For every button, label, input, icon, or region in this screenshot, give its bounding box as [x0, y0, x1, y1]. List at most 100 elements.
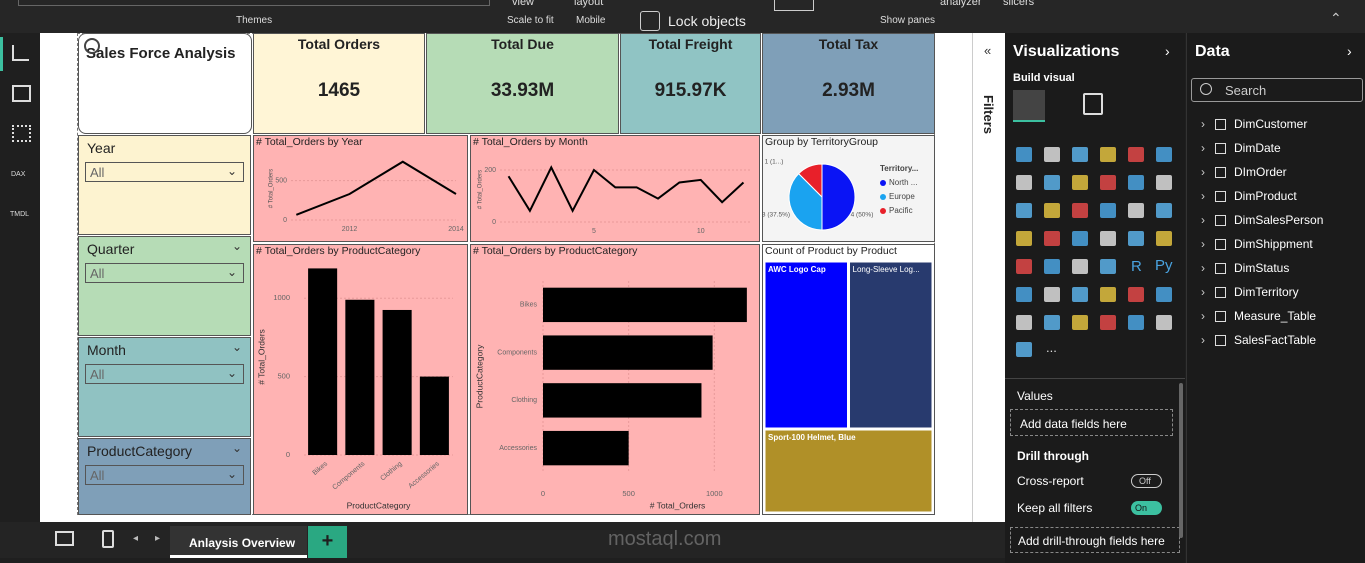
expand-chevron[interactable]: ›	[1201, 213, 1205, 227]
table-name[interactable]: DimCustomer	[1234, 117, 1308, 131]
viz-icon[interactable]	[1044, 259, 1060, 274]
format-tab[interactable]	[1083, 93, 1103, 115]
expand-chevron[interactable]: ›	[1201, 189, 1205, 203]
viz-icon[interactable]	[1100, 287, 1116, 302]
viz-icon[interactable]	[1156, 287, 1172, 302]
viz-icon[interactable]	[1044, 315, 1060, 330]
page-tab-label[interactable]: Anlaysis Overview	[189, 536, 296, 550]
viz-icon[interactable]	[1016, 315, 1032, 330]
add-page[interactable]: +	[308, 526, 347, 558]
viz-icon[interactable]	[1072, 259, 1088, 274]
table-name[interactable]: SalesFactTable	[1234, 333, 1317, 347]
ribbon-label[interactable]: layout	[574, 0, 604, 8]
filters-label[interactable]: Filters	[981, 95, 996, 135]
drop-zone[interactable]: Add data fields here	[1010, 409, 1173, 436]
ribbon-label[interactable]: Scale to fit	[507, 15, 554, 26]
expand-chevron[interactable]: ›	[1201, 237, 1205, 251]
viz-icon[interactable]	[1128, 287, 1144, 302]
ribbon-label[interactable]: Mobile	[576, 15, 606, 26]
viz-icon-text[interactable]: Py	[1155, 257, 1173, 274]
search-box[interactable]: Search	[1191, 78, 1363, 102]
slicer-chevron[interactable]: ⌄	[231, 441, 242, 455]
viz-icon[interactable]	[1072, 287, 1088, 302]
page-tab[interactable]: Anlaysis Overview	[170, 526, 307, 558]
expand-chevron[interactable]: ›	[1201, 333, 1205, 347]
viz-icon[interactable]	[1044, 231, 1060, 246]
table-name[interactable]: DimDate	[1234, 141, 1281, 155]
viz-icon[interactable]	[1016, 175, 1032, 190]
toggle-off[interactable]: Off	[1131, 474, 1162, 488]
viz-icon[interactable]	[1156, 231, 1172, 246]
viz-icon[interactable]	[1044, 147, 1060, 162]
checkbox[interactable]	[640, 11, 660, 31]
dropdown-chevron[interactable]: ⌄	[226, 467, 237, 481]
slicer-dropdown[interactable]: All ⌄	[85, 263, 244, 283]
table-name[interactable]: DimProduct	[1234, 189, 1297, 203]
viz-icon[interactable]	[1016, 342, 1032, 357]
viz-icon[interactable]	[1156, 175, 1172, 190]
slicer-chevron[interactable]: ⌄	[231, 340, 242, 354]
viz-icon-text[interactable]: ...	[1046, 340, 1057, 355]
report-view-icon[interactable]	[12, 45, 29, 61]
viz-icon[interactable]	[1128, 203, 1144, 218]
ribbon-label[interactable]: Show panes	[880, 15, 936, 26]
expand-chevron[interactable]: ›	[1201, 141, 1205, 155]
ribbon-label[interactable]: analyzer	[940, 0, 982, 8]
viz-icon[interactable]	[1100, 175, 1116, 190]
viz-icon[interactable]	[1100, 315, 1116, 330]
expand-chevron[interactable]: ›	[1201, 285, 1205, 299]
model-view-icon[interactable]	[12, 125, 31, 142]
expand-chevron[interactable]: ›	[1201, 117, 1205, 131]
expand-icon[interactable]: ›	[1165, 43, 1170, 59]
viz-icon-text[interactable]: R	[1131, 258, 1142, 275]
next-page[interactable]: ▸	[155, 533, 161, 544]
expand-icon[interactable]: ›	[1347, 43, 1352, 59]
filters-pane[interactable]: « Filters	[972, 33, 1006, 522]
viz-icon[interactable]	[1016, 259, 1032, 274]
slicer-dropdown[interactable]: All ⌄	[85, 465, 244, 485]
viz-icon[interactable]	[1044, 287, 1060, 302]
viz-icon[interactable]	[1072, 147, 1088, 162]
collapse-icon[interactable]: «	[984, 43, 992, 58]
viz-icon[interactable]	[1044, 175, 1060, 190]
collapse-ribbon[interactable]: ⌃	[1330, 10, 1342, 26]
dropdown-chevron[interactable]: ⌄	[226, 164, 237, 178]
viz-icon[interactable]	[1100, 231, 1116, 246]
dropdown-chevron[interactable]: ⌄	[226, 265, 237, 279]
viz-icon[interactable]	[1156, 147, 1172, 162]
expand-chevron[interactable]: ›	[1201, 261, 1205, 275]
drop-zone[interactable]: Add drill-through fields here	[1010, 527, 1180, 553]
table-name[interactable]: DimSalesPerson	[1234, 213, 1324, 227]
viz-icon[interactable]	[1128, 315, 1144, 330]
expand-chevron[interactable]: ›	[1201, 165, 1205, 179]
dropdown-chevron[interactable]: ⌄	[226, 366, 237, 380]
viz-icon[interactable]	[1016, 287, 1032, 302]
viz-icon[interactable]	[1156, 203, 1172, 218]
viz-icon[interactable]	[1016, 147, 1032, 162]
slicer-chevron[interactable]: ⌄	[231, 239, 242, 253]
viz-icon[interactable]	[1128, 175, 1144, 190]
table-name[interactable]: Measure_Table	[1234, 309, 1317, 323]
viz-icon[interactable]	[1128, 147, 1144, 162]
ribbon-label[interactable]: view	[512, 0, 535, 8]
table-name[interactable]: DimStatus	[1234, 261, 1290, 275]
viz-icon[interactable]	[1072, 231, 1088, 246]
prev-page[interactable]: ◂	[133, 533, 139, 544]
expand-chevron[interactable]: ›	[1201, 309, 1205, 323]
viz-icon[interactable]	[1128, 231, 1144, 246]
ribbon-label[interactable]: slicers	[1003, 0, 1035, 8]
viz-icon[interactable]	[1016, 203, 1032, 218]
mobile-icon[interactable]	[102, 530, 114, 548]
viz-icon[interactable]	[1100, 147, 1116, 162]
back-button[interactable]	[84, 38, 100, 54]
viz-icon[interactable]	[1100, 203, 1116, 218]
tmdl-label[interactable]: TMDL	[10, 211, 30, 218]
viz-icon[interactable]	[1072, 203, 1088, 218]
slicer-dropdown[interactable]: All ⌄	[85, 162, 244, 182]
viz-icon[interactable]	[1044, 203, 1060, 218]
dax-label[interactable]: DAX	[11, 171, 26, 178]
scrollbar[interactable]	[1179, 383, 1183, 538]
viz-icon[interactable]	[1072, 175, 1088, 190]
table-name[interactable]: DimShippment	[1234, 237, 1313, 251]
toggle-on[interactable]: On	[1131, 501, 1162, 515]
